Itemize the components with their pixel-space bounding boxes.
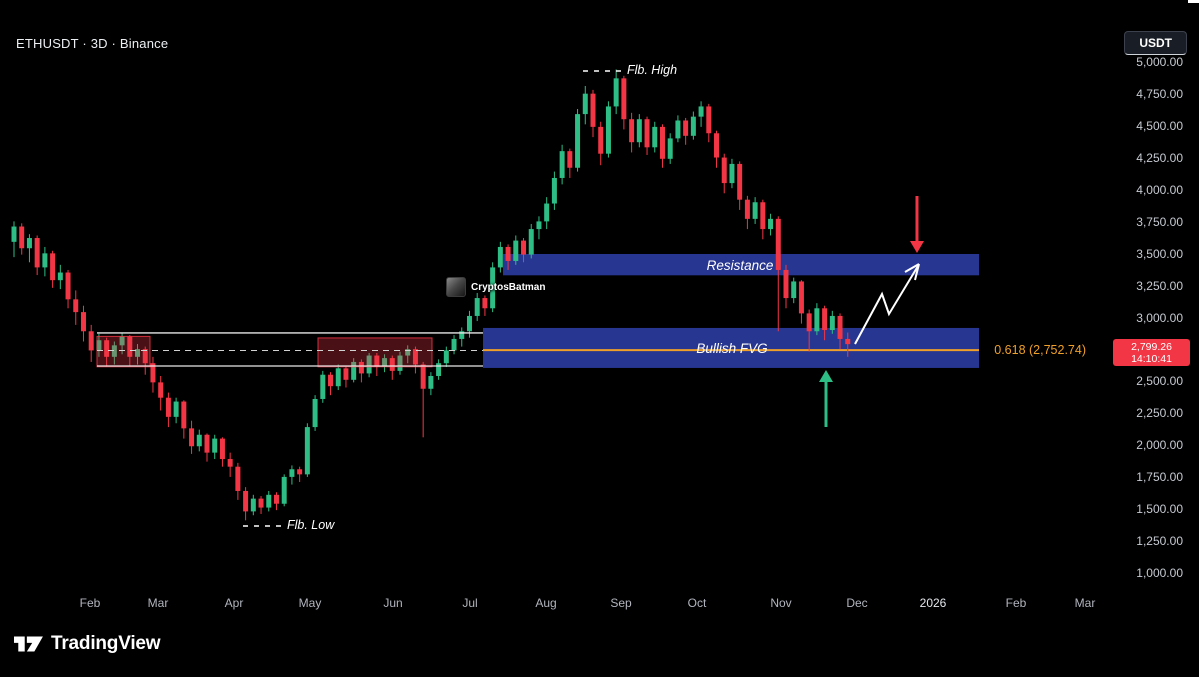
time-tick: Aug <box>535 596 557 610</box>
price-tick: 4,000.00 <box>1136 182 1183 197</box>
time-tick: Sep <box>610 596 632 610</box>
red-zone-box[interactable] <box>317 337 433 368</box>
time-tick: May <box>298 596 322 610</box>
price-tick: 3,250.00 <box>1136 278 1183 293</box>
bullish-fvg-box[interactable] <box>483 327 979 368</box>
price-tick: 1,000.00 <box>1136 566 1183 580</box>
price-tick: 1,500.00 <box>1136 502 1183 517</box>
tradingview-mark-icon <box>14 636 43 652</box>
flb-low-label: Flb. Low <box>287 518 335 532</box>
flb-high-label: Flb. High <box>627 63 678 77</box>
price-tick: 5,000.00 <box>1136 55 1183 69</box>
tradingview-wordmark: TradingView <box>51 633 161 654</box>
time-tick: Jul <box>462 596 478 610</box>
price-tick: 2,000.00 <box>1136 438 1183 453</box>
time-tick: Nov <box>770 596 792 610</box>
time-tick: Jun <box>383 596 403 610</box>
price-tick: 3,750.00 <box>1136 214 1183 229</box>
price-tick: 4,500.00 <box>1136 118 1183 133</box>
price-tick: 3,000.00 <box>1136 310 1183 325</box>
time-tick: Feb <box>79 596 101 610</box>
price-tick: 1,750.00 <box>1136 470 1183 485</box>
author-watermark: CryptosBatman <box>446 277 545 297</box>
last-price-badge: 2,799.26 14:10:41 <box>1113 339 1190 366</box>
resistance-box[interactable] <box>503 253 979 276</box>
price-tick: 4,750.00 <box>1136 86 1183 101</box>
time-tick: Dec <box>846 596 868 610</box>
author-name: CryptosBatman <box>471 281 546 293</box>
bar-countdown: 14:10:41 <box>1131 352 1172 365</box>
author-avatar-icon <box>446 277 466 297</box>
price-tick: 2,250.00 <box>1136 406 1183 421</box>
fib-level-label: 0.618 (2,752.74) <box>994 343 1086 357</box>
last-price: 2,799.26 <box>1131 340 1172 353</box>
time-tick: Apr <box>224 596 244 610</box>
resistance-box-label: Resistance <box>706 258 774 273</box>
time-tick: Oct <box>687 596 707 610</box>
white-zigzag-arrow[interactable] <box>854 265 919 345</box>
bullish-fvg-box-label: Bullish FVG <box>696 341 768 356</box>
time-tick: 2026 <box>919 596 947 610</box>
symbol-title: ETHUSDT · 3D · Binance <box>16 36 169 51</box>
red-down-arrowhead-icon <box>910 241 924 253</box>
price-tick: 4,250.00 <box>1136 150 1183 165</box>
tradingview-logo[interactable]: TradingView <box>14 631 161 657</box>
price-tick: 3,500.00 <box>1136 246 1183 261</box>
corner-sliver <box>1188 0 1199 3</box>
price-tick: 2,500.00 <box>1136 374 1183 389</box>
time-tick: Feb <box>1005 596 1027 610</box>
zigzag-arrowhead-icon <box>904 263 920 273</box>
red-zone-box[interactable] <box>96 335 151 368</box>
candle-series[interactable] <box>11 69 851 521</box>
currency-button[interactable]: USDT <box>1124 31 1187 55</box>
green-up-arrowhead-icon <box>819 370 833 382</box>
time-tick: Mar <box>1074 596 1096 610</box>
price-tick: 1,250.00 <box>1136 534 1183 549</box>
zigzag-arrowhead-icon <box>914 263 920 281</box>
time-tick: Mar <box>147 596 169 610</box>
